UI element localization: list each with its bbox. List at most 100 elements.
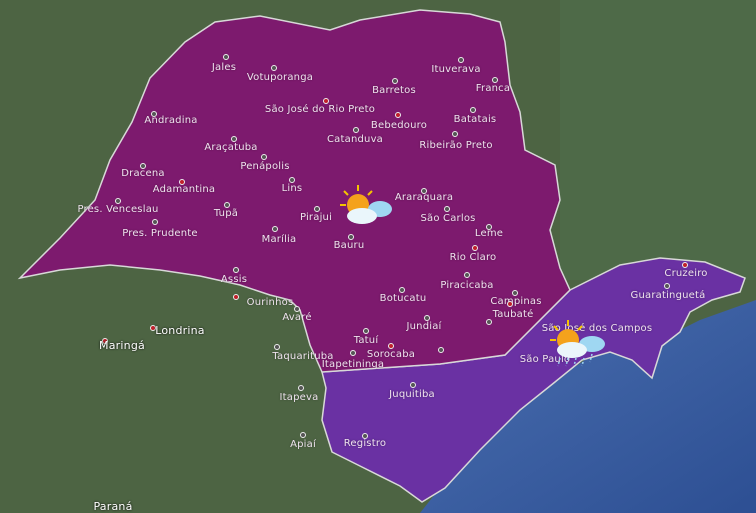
city-marker[interactable] xyxy=(140,163,146,169)
city-label: Adamantina xyxy=(152,184,216,195)
city-label: Dracena xyxy=(121,168,165,179)
city-label: Campinas xyxy=(490,296,542,307)
city-marker[interactable] xyxy=(395,112,401,118)
city-label: Taubaté xyxy=(492,309,534,320)
city-marker[interactable] xyxy=(271,65,277,71)
city-label: Rio Claro xyxy=(449,252,497,263)
city-marker[interactable] xyxy=(223,54,229,60)
city-marker[interactable] xyxy=(350,350,356,356)
city-marker[interactable] xyxy=(664,283,670,289)
city-marker[interactable] xyxy=(289,177,295,183)
city-marker[interactable] xyxy=(115,198,121,204)
city-label: Jundiaí xyxy=(406,321,442,332)
city-marker[interactable] xyxy=(421,188,427,194)
city-label: Bauru xyxy=(333,240,365,251)
city-marker[interactable] xyxy=(424,315,430,321)
city-label: Londrina xyxy=(155,324,205,337)
city-marker[interactable] xyxy=(363,328,369,334)
city-marker[interactable] xyxy=(392,78,398,84)
city-label: Taquarituba xyxy=(272,351,334,362)
city-marker[interactable] xyxy=(231,136,237,142)
city-marker[interactable] xyxy=(492,77,498,83)
city-label: Catanduva xyxy=(326,134,384,145)
city-label: Paraná xyxy=(93,500,133,513)
city-label: Lins xyxy=(281,183,303,194)
city-label: Assis xyxy=(220,274,248,285)
city-marker[interactable] xyxy=(294,306,300,312)
city-label: Maringá xyxy=(99,339,145,352)
city-marker[interactable] xyxy=(274,344,280,350)
city-marker[interactable] xyxy=(323,98,329,104)
city-label: Jales xyxy=(211,62,237,73)
city-label: Pres. Prudente xyxy=(122,228,198,239)
city-marker[interactable] xyxy=(233,267,239,273)
city-label: Ourinhos xyxy=(246,297,294,308)
partly-cloudy-rain-icon xyxy=(548,318,608,372)
city-marker[interactable] xyxy=(438,347,444,353)
city-marker[interactable] xyxy=(272,226,278,232)
city-marker[interactable] xyxy=(507,301,513,307)
city-label: Sorocaba xyxy=(366,349,416,360)
city-label: Tupã xyxy=(213,208,239,219)
city-label: Andradina xyxy=(144,115,198,126)
city-marker[interactable] xyxy=(152,219,158,225)
city-marker[interactable] xyxy=(151,111,157,117)
minas-gerais-land xyxy=(560,0,756,280)
city-label: Itapetininga xyxy=(321,359,385,370)
city-label: Franca xyxy=(475,83,511,94)
city-marker[interactable] xyxy=(452,131,458,137)
city-marker[interactable] xyxy=(233,294,239,300)
city-marker[interactable] xyxy=(399,287,405,293)
city-marker[interactable] xyxy=(261,154,267,160)
city-label: Ribeirão Preto xyxy=(419,140,493,151)
city-marker[interactable] xyxy=(224,202,230,208)
region-north xyxy=(17,9,571,373)
city-label: Registro xyxy=(343,438,387,449)
city-marker[interactable] xyxy=(464,272,470,278)
city-label: Penápolis xyxy=(240,161,290,172)
city-label: São Carlos xyxy=(420,213,476,224)
city-label: Pirajui xyxy=(299,212,333,223)
city-marker[interactable] xyxy=(682,262,688,268)
city-label: Apiaí xyxy=(290,439,316,450)
city-marker[interactable] xyxy=(314,206,320,212)
city-label: Guaratinguetá xyxy=(630,290,706,301)
city-marker[interactable] xyxy=(458,57,464,63)
city-label: Juquitiba xyxy=(389,389,435,400)
city-label: Tatuí xyxy=(353,335,379,346)
city-label: Barretos xyxy=(372,85,416,96)
city-label: São Paulo xyxy=(519,354,571,365)
city-label: Cruzeiro xyxy=(664,268,708,279)
city-label: Votuporanga xyxy=(246,72,314,83)
city-marker[interactable] xyxy=(444,206,450,212)
city-label: Batatais xyxy=(453,114,497,125)
partly-cloudy-icon xyxy=(338,183,394,231)
city-label: Avaré xyxy=(282,312,312,323)
city-label: Botucatu xyxy=(379,293,427,304)
city-marker[interactable] xyxy=(300,432,306,438)
city-label: São José dos Campos xyxy=(541,323,653,334)
city-marker[interactable] xyxy=(150,325,156,331)
city-marker[interactable] xyxy=(362,433,368,439)
city-marker[interactable] xyxy=(486,224,492,230)
city-marker[interactable] xyxy=(470,107,476,113)
city-marker[interactable] xyxy=(179,179,185,185)
city-marker[interactable] xyxy=(298,385,304,391)
city-marker[interactable] xyxy=(348,234,354,240)
city-label: Araçatuba xyxy=(204,142,258,153)
city-label: Piracicaba xyxy=(440,280,494,291)
city-marker[interactable] xyxy=(472,245,478,251)
city-label: Bebedouro xyxy=(370,120,428,131)
city-label: Araraquara xyxy=(394,192,454,203)
city-marker[interactable] xyxy=(353,127,359,133)
city-marker[interactable] xyxy=(102,338,108,344)
city-label: São José do Rio Preto xyxy=(264,104,376,115)
city-marker[interactable] xyxy=(512,290,518,296)
city-label: Marília xyxy=(261,234,297,245)
city-label: Ituverava xyxy=(431,64,481,75)
ocean xyxy=(420,300,756,513)
city-marker[interactable] xyxy=(486,319,492,325)
city-marker[interactable] xyxy=(410,382,416,388)
city-marker[interactable] xyxy=(388,343,394,349)
